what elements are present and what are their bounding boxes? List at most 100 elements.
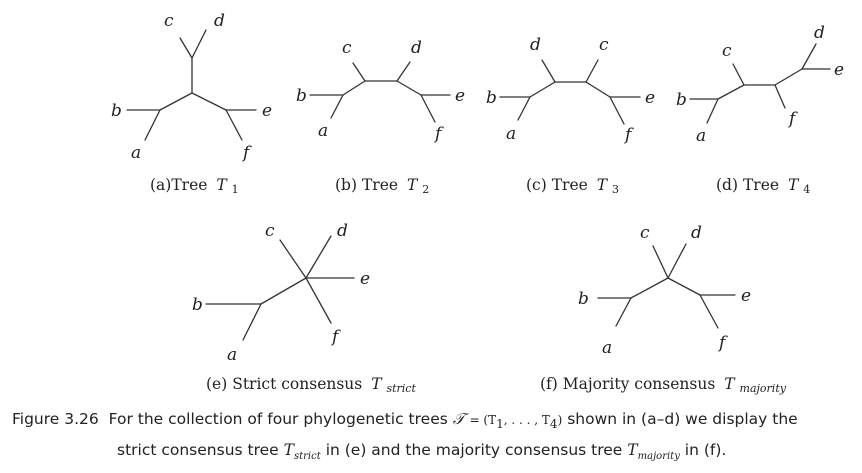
tree-c-edge xyxy=(529,81,556,98)
tree-f-edge xyxy=(667,277,701,296)
tree-subscript: strict xyxy=(386,382,416,395)
tree-panel-a: c d b e a f (a)Tree T 1 xyxy=(111,11,272,196)
leaf-label-e: e xyxy=(834,60,844,80)
collection-symbol: 𝒯 xyxy=(452,410,465,428)
tree-panel-e: c d e b f a (e) Strict consensus T stric… xyxy=(192,221,416,395)
tree-symbol: T xyxy=(371,375,383,393)
tree-d-edge xyxy=(706,98,719,124)
leaf-label-a: a xyxy=(602,338,612,358)
leaf-label-e: e xyxy=(360,269,370,289)
leaf-label-c: c xyxy=(342,38,352,58)
leaf-label-a: a xyxy=(318,121,328,141)
tree-b-edge xyxy=(396,61,411,82)
figure-caption-line-2: strict consensus tree Tstrict in (e) and… xyxy=(12,437,857,470)
tree-b-edge xyxy=(420,94,436,123)
majority-tree-symbol: T xyxy=(627,441,638,460)
tree-panel-c: d c b e a f (c) Tree T 3 xyxy=(486,35,655,196)
leaf-label-b: b xyxy=(192,295,203,315)
tree-e-edge xyxy=(279,239,307,279)
panel-caption-prefix: (b) Tree xyxy=(335,176,398,194)
tree-f-edge xyxy=(615,297,632,327)
caption-text: shown in (a–d) we display the xyxy=(567,410,798,428)
tree-symbol: T xyxy=(724,375,736,393)
tree-e-edge xyxy=(305,235,332,279)
tree-subscript: majority xyxy=(740,382,787,395)
tree-panel-d: c d e b f a (d) Tree T 4 xyxy=(676,23,844,196)
caption-text: strict consensus tree xyxy=(117,441,279,460)
leaf-label-d: d xyxy=(337,221,348,241)
leaf-label-b: b xyxy=(111,101,122,121)
tree-symbol: T xyxy=(407,176,419,194)
strict-tree-subscript: strict xyxy=(294,451,321,463)
collection-close: ) xyxy=(557,413,563,427)
leaf-label-c: c xyxy=(265,221,275,241)
tree-c-edge xyxy=(609,96,625,125)
panel-caption-prefix: (c) Tree xyxy=(526,176,588,194)
leaf-label-e: e xyxy=(455,86,465,106)
tree-e-edge xyxy=(305,277,332,324)
tree-e-edge xyxy=(260,277,307,305)
tree-c-edge xyxy=(585,59,599,83)
panel-caption-prefix: (a)Tree xyxy=(150,176,207,194)
tree-d-edge xyxy=(774,68,803,86)
collection-sub-1: 1 xyxy=(496,417,504,432)
leaf-label-b: b xyxy=(486,88,497,108)
panel-caption-e: (e) Strict consensus T strict xyxy=(206,375,416,395)
leaf-label-e: e xyxy=(262,101,272,121)
leaf-label-f: f xyxy=(717,333,728,353)
leaf-label-d: d xyxy=(411,38,422,58)
strict-tree-symbol: T xyxy=(283,441,294,460)
figure-label: Figure 3.26 xyxy=(12,410,99,428)
tree-symbol: T xyxy=(597,176,609,194)
tree-d-edge xyxy=(774,84,786,109)
leaf-label-b: b xyxy=(578,289,589,309)
tree-f-edge xyxy=(699,294,719,329)
panel-caption-a: (a)Tree T 1 xyxy=(150,176,239,196)
tree-b-edge xyxy=(342,80,366,96)
figure-caption-line-1: Figure 3.26 For the collection of four p… xyxy=(12,406,857,437)
tree-a-edge xyxy=(191,92,227,111)
tree-d-edge xyxy=(732,63,745,86)
caption-text: For the collection of four phylogenetic … xyxy=(108,410,448,428)
tree-symbol: T xyxy=(788,176,800,194)
panel-caption-d: (d) Tree T 4 xyxy=(716,176,810,196)
tree-panel-b: c d b e a f (b) Tree T 2 xyxy=(296,38,465,196)
leaf-label-e: e xyxy=(741,286,751,306)
tree-subscript: 4 xyxy=(803,183,810,196)
tree-subscript: 2 xyxy=(422,183,429,196)
leaf-label-a: a xyxy=(506,124,516,144)
tree-a-edge xyxy=(159,92,193,111)
leaf-label-c: c xyxy=(722,41,732,61)
tree-a-edge xyxy=(225,109,243,141)
leaf-label-c: c xyxy=(599,35,609,55)
tree-subscript: 1 xyxy=(232,183,239,196)
tree-d-edge xyxy=(801,43,817,70)
leaf-label-a: a xyxy=(696,126,706,146)
tree-symbol: T xyxy=(216,176,228,194)
figure-caption: Figure 3.26 For the collection of four p… xyxy=(12,406,857,470)
tree-panel-f: c d b e a f (f) Majority consensus T maj… xyxy=(540,223,787,395)
panel-caption-b: (b) Tree T 2 xyxy=(335,176,429,196)
tree-c-edge xyxy=(585,81,611,98)
leaf-label-d: d xyxy=(691,223,702,243)
tree-d-edge xyxy=(717,84,745,100)
tree-b-edge xyxy=(396,80,422,96)
tree-c-edge xyxy=(541,59,556,83)
tree-f-edge xyxy=(667,243,687,279)
collection-expr: = (T xyxy=(469,413,497,427)
panel-caption-prefix: (d) Tree xyxy=(716,176,779,194)
panel-caption-prefix: (f) Majority consensus xyxy=(540,375,715,393)
tree-c-edge xyxy=(517,96,531,121)
tree-a-edge xyxy=(144,109,161,141)
leaf-label-d: d xyxy=(814,23,825,43)
leaf-label-f: f xyxy=(787,109,798,129)
leaf-label-d: d xyxy=(530,35,541,55)
leaf-label-b: b xyxy=(296,86,307,106)
collection-sub-4: 4 xyxy=(549,417,558,432)
leaf-label-f: f xyxy=(433,124,444,144)
leaf-label-a: a xyxy=(131,143,141,163)
caption-text: in (e) and the majority consensus tree xyxy=(325,441,623,460)
leaf-label-f: f xyxy=(330,327,341,347)
leaf-label-a: a xyxy=(227,345,237,365)
